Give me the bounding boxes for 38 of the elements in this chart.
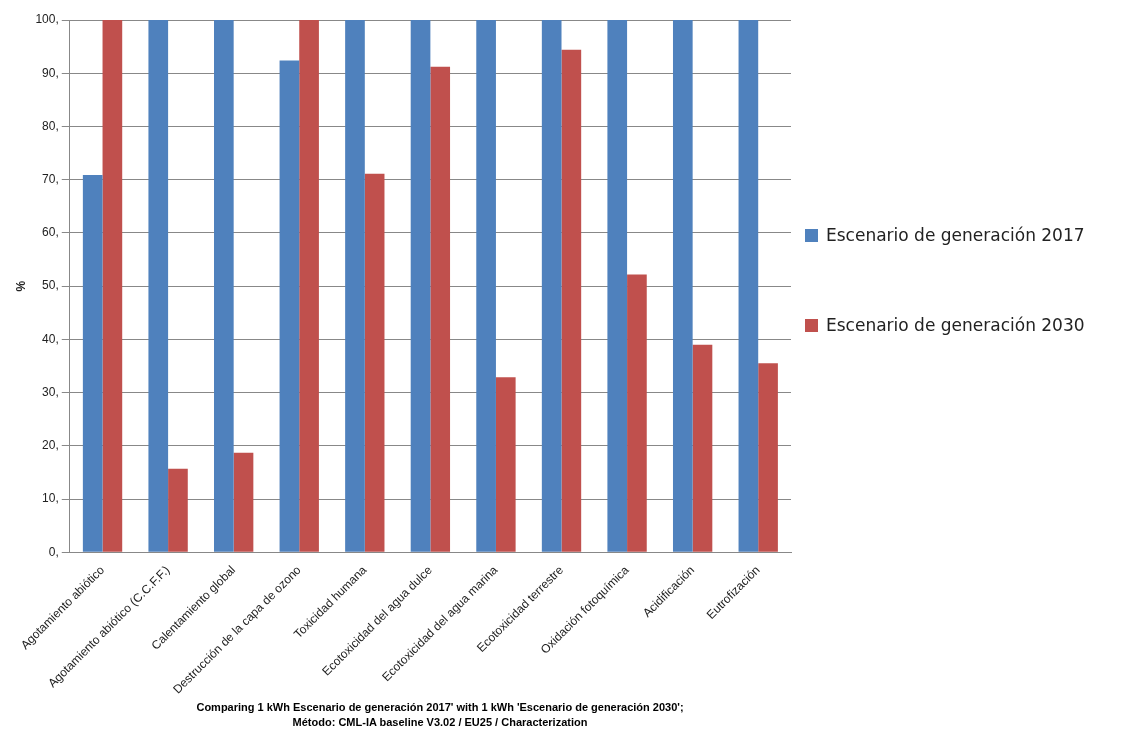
bar	[607, 20, 628, 552]
bar	[672, 20, 693, 552]
bar	[102, 20, 123, 552]
y-tick-label: 60,	[42, 225, 59, 240]
bar	[561, 49, 582, 552]
y-tick-label: 0,	[48, 544, 59, 559]
bar	[82, 174, 103, 552]
y-tick-label: 70,	[42, 171, 59, 186]
legend-label: Escenario de generación 2017	[826, 225, 1085, 245]
y-tick-label: 10,	[42, 491, 59, 506]
bar	[214, 20, 234, 552]
bar	[364, 173, 385, 552]
bar	[148, 20, 169, 552]
y-tick-label: 100,	[35, 12, 59, 27]
bar	[627, 274, 647, 552]
y-tick-label: 20,	[42, 438, 59, 453]
text: Comparing 1 kWh Escenario de generación 2017' with 1 kWh 'Escenario de generación 2030';	[195, 700, 685, 715]
y-axis-title: %	[13, 280, 28, 292]
y-tick-label: 40,	[42, 331, 59, 346]
y-tick-label: 80,	[42, 118, 59, 133]
bar	[345, 20, 365, 552]
text: Método: CML-IA baseline V3.02 / EU25 / Characterization	[291, 715, 589, 730]
y-tick-label: 50,	[42, 278, 59, 293]
bar	[168, 468, 188, 552]
bar	[476, 20, 496, 552]
bar	[541, 20, 562, 552]
bar	[738, 20, 759, 552]
bar	[692, 344, 713, 552]
bar	[430, 66, 451, 552]
y-tick-label: 30,	[42, 384, 59, 399]
bar	[410, 20, 431, 552]
bar	[279, 60, 300, 552]
bar	[299, 20, 319, 552]
y-tick-label: 90,	[42, 65, 59, 80]
bar	[495, 377, 516, 552]
bar	[233, 452, 254, 552]
bar	[758, 363, 778, 552]
legend-label: Escenario de generación 2030	[826, 315, 1085, 335]
